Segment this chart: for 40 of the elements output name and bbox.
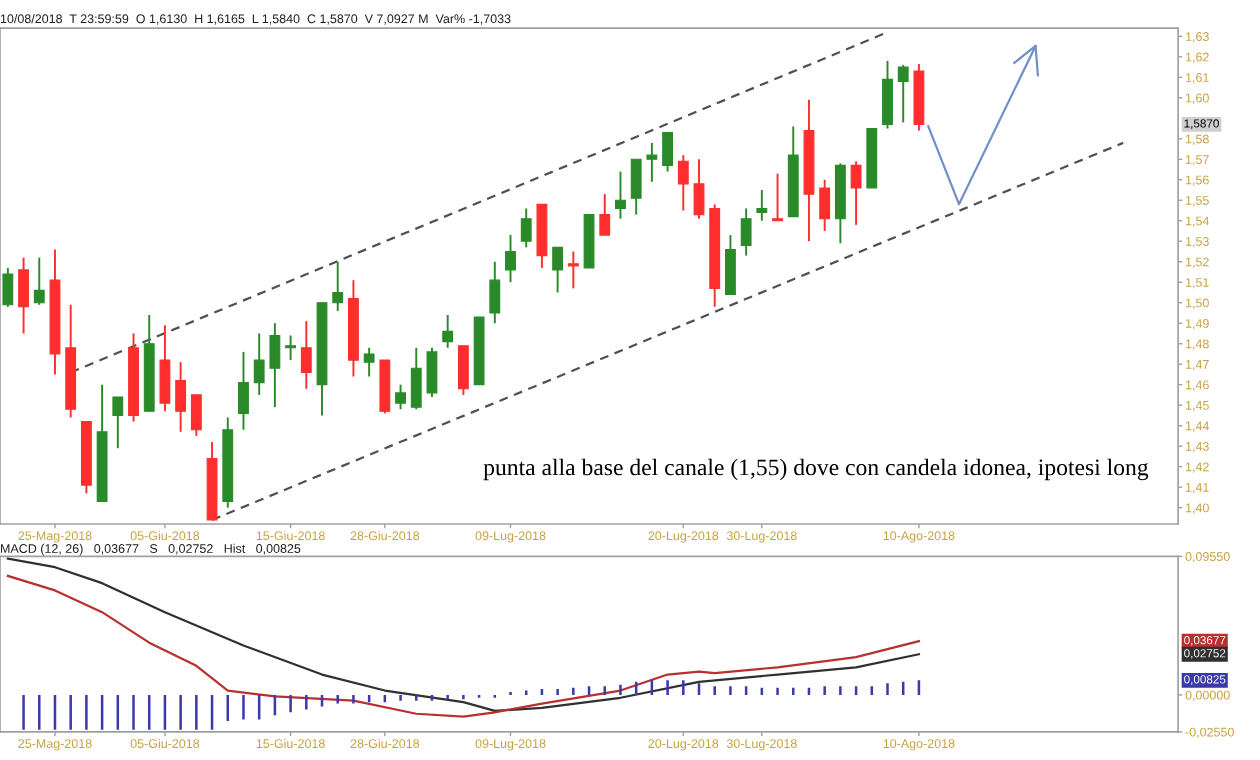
candlestick: [442, 314, 454, 349]
candlestick: [159, 324, 171, 413]
candlestick: [630, 158, 642, 216]
candlestick: [253, 332, 265, 396]
candlestick: [33, 256, 45, 306]
candlestick: [897, 64, 909, 124]
candlestick: [285, 334, 297, 362]
candlestick: [567, 250, 579, 290]
candlestick: [552, 246, 564, 294]
candlestick: [693, 158, 705, 220]
candlestick: [112, 396, 124, 450]
candlestick: [190, 393, 202, 437]
candlestick: [662, 131, 674, 173]
candlestick: [363, 346, 375, 378]
annotation: punta alla base del canale (1,55) dove con candela idonea, ipotesi long: [483, 458, 1149, 481]
candlestick: [850, 160, 862, 226]
candlestick: [615, 170, 626, 220]
candlestick: [505, 234, 516, 284]
candlestick: [756, 189, 768, 222]
candlestick: [300, 320, 312, 390]
candlestick: [426, 346, 438, 398]
candlestick: [175, 361, 187, 433]
candlestick: [724, 234, 736, 296]
candlestick: [269, 322, 281, 409]
candlestick: [238, 350, 249, 431]
candlestick: [819, 178, 831, 232]
candlestick: [457, 344, 469, 396]
candlestick: [882, 59, 893, 130]
candlestick: [599, 193, 611, 237]
candlestick: [489, 260, 501, 325]
candlestick: [410, 346, 422, 411]
candlestick: [332, 260, 344, 312]
candlestick: [646, 141, 658, 183]
candlestick: [740, 207, 752, 257]
candlestick: [2, 266, 14, 308]
candlestick: [18, 256, 29, 335]
candlestick: [395, 383, 406, 411]
candlestick: [520, 207, 532, 249]
candlestick: [677, 154, 689, 212]
candlestick: [772, 172, 783, 222]
